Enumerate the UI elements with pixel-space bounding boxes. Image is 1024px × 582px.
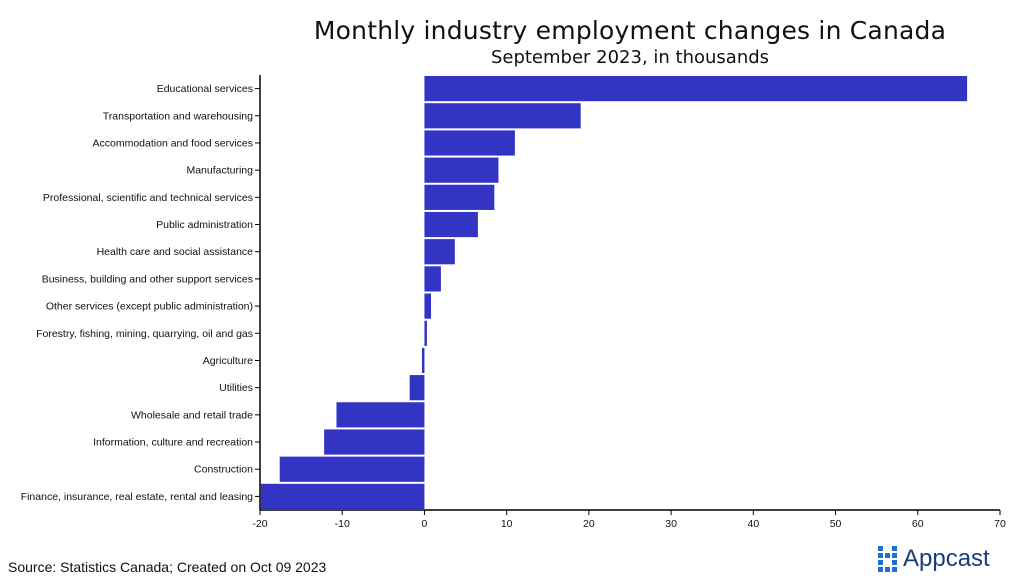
bar xyxy=(424,266,441,292)
bar xyxy=(424,157,499,183)
bar xyxy=(424,130,515,156)
x-tick-label: -20 xyxy=(252,518,267,530)
x-tick-label: 30 xyxy=(665,518,677,530)
x-tick-label: 20 xyxy=(583,518,595,530)
category-label: Public administration xyxy=(156,219,253,231)
category-label: Finance, insurance, real estate, rental … xyxy=(21,491,253,503)
chart-title: Monthly industry employment changes in C… xyxy=(313,16,947,45)
logo-dot xyxy=(878,560,883,565)
logo-dot xyxy=(885,560,890,565)
bar xyxy=(424,76,968,102)
logo-dot xyxy=(892,553,897,558)
x-tick-label: 60 xyxy=(912,518,924,530)
category-label: Manufacturing xyxy=(186,165,253,177)
logo-dot xyxy=(885,546,890,551)
x-tick-label: 40 xyxy=(747,518,759,530)
logo-dot xyxy=(885,553,890,558)
logo-dot xyxy=(892,567,897,572)
bar xyxy=(260,483,425,509)
category-label: Construction xyxy=(194,464,253,476)
x-tick-label: -10 xyxy=(335,518,350,530)
category-label: Accommodation and food services xyxy=(93,137,254,149)
category-label: Educational services xyxy=(157,83,253,95)
category-label: Information, culture and recreation xyxy=(93,437,253,449)
bar xyxy=(409,375,425,401)
category-label: Wholesale and retail trade xyxy=(131,409,253,421)
logo-text: Appcast xyxy=(903,545,990,572)
category-label: Forestry, fishing, mining, quarrying, oi… xyxy=(36,328,253,340)
bar xyxy=(424,320,427,346)
category-label: Health care and social assistance xyxy=(97,246,254,258)
bar xyxy=(424,103,581,129)
logo-dot xyxy=(892,560,897,565)
bar-chart: Educational services Transportation and w… xyxy=(21,75,1006,530)
bar xyxy=(421,347,425,374)
category-label: Utilities xyxy=(219,382,253,394)
x-tick-label: 0 xyxy=(422,518,428,530)
category-label: Other services (except public administra… xyxy=(46,301,253,313)
category-label: Professional, scientific and technical s… xyxy=(43,192,253,204)
dot-grid-icon xyxy=(878,546,897,572)
logo-dot xyxy=(885,567,890,572)
x-tick-label: 50 xyxy=(830,518,842,530)
bar xyxy=(424,293,432,319)
category-label: Agriculture xyxy=(203,355,253,367)
bar xyxy=(336,402,425,428)
bar xyxy=(424,239,455,265)
x-tick-label: 10 xyxy=(501,518,513,530)
chart-subtitle: September 2023, in thousands xyxy=(490,47,770,68)
appcast-logo: Appcast xyxy=(878,544,990,574)
source-note: Source: Statistics Canada; Created on Oc… xyxy=(8,559,327,575)
x-tick-label: 70 xyxy=(994,518,1006,530)
bar xyxy=(279,456,425,482)
logo-dot xyxy=(878,546,883,551)
bar xyxy=(324,429,425,455)
category-label: Transportation and warehousing xyxy=(103,110,253,122)
bar xyxy=(424,184,495,210)
logo-dot xyxy=(892,546,897,551)
bar xyxy=(424,211,478,238)
logo-dot xyxy=(878,567,883,572)
logo-dot xyxy=(878,553,883,558)
category-label: Business, building and other support ser… xyxy=(42,273,253,285)
